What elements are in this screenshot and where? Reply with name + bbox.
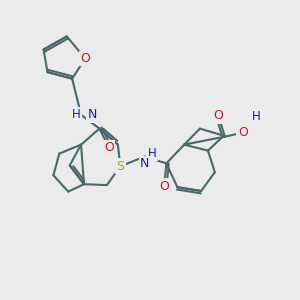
Text: O: O — [104, 141, 114, 154]
Text: H: H — [252, 110, 261, 123]
Text: S: S — [116, 160, 124, 173]
Text: O: O — [238, 126, 248, 139]
Text: N: N — [140, 158, 149, 170]
Text: O: O — [80, 52, 90, 65]
Text: H: H — [148, 147, 157, 160]
Text: H: H — [72, 108, 81, 122]
Text: O: O — [159, 180, 169, 193]
Text: O: O — [213, 109, 223, 122]
Text: N: N — [88, 108, 97, 122]
